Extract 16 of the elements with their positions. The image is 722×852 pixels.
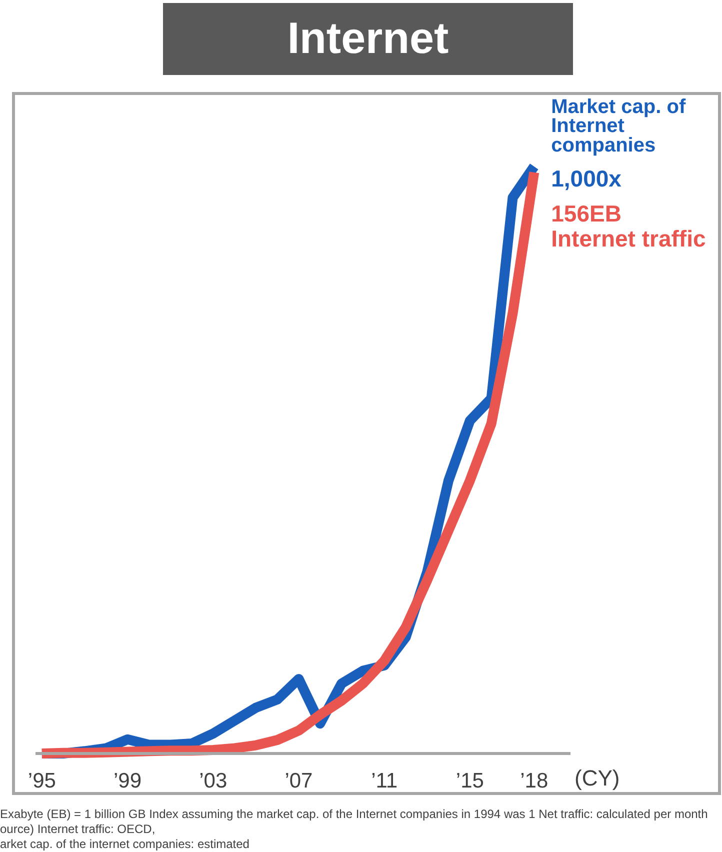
x-tick-label: ’18	[520, 770, 548, 792]
text: Exabyte (EB) = 1 billion GB Index assuming the market cap. of the Internet companies in 1994 was 1 Net traffic: calculated per month	[0, 807, 708, 822]
series-label: Internet traffic	[551, 225, 706, 252]
x-tick-label: ’99	[114, 770, 142, 792]
x-axis-title: (CY)	[574, 766, 620, 790]
text: arket cap. of the internet companies: estimated	[0, 837, 250, 852]
x-tick-label: ’07	[284, 770, 313, 792]
x-tick-label: ’11	[371, 770, 398, 792]
series-label: Market cap. of Internet companies	[551, 96, 686, 156]
text: ource) Internet traffic: OECD,	[0, 822, 156, 837]
x-tick-label: ’03	[199, 770, 228, 792]
annotation: 1,000x	[551, 166, 622, 192]
x-tick-label: ’95	[28, 770, 56, 792]
chart-title: Internet	[287, 13, 449, 65]
x-tick-label: ’15	[456, 770, 484, 792]
annotation: 156EB	[551, 200, 622, 226]
